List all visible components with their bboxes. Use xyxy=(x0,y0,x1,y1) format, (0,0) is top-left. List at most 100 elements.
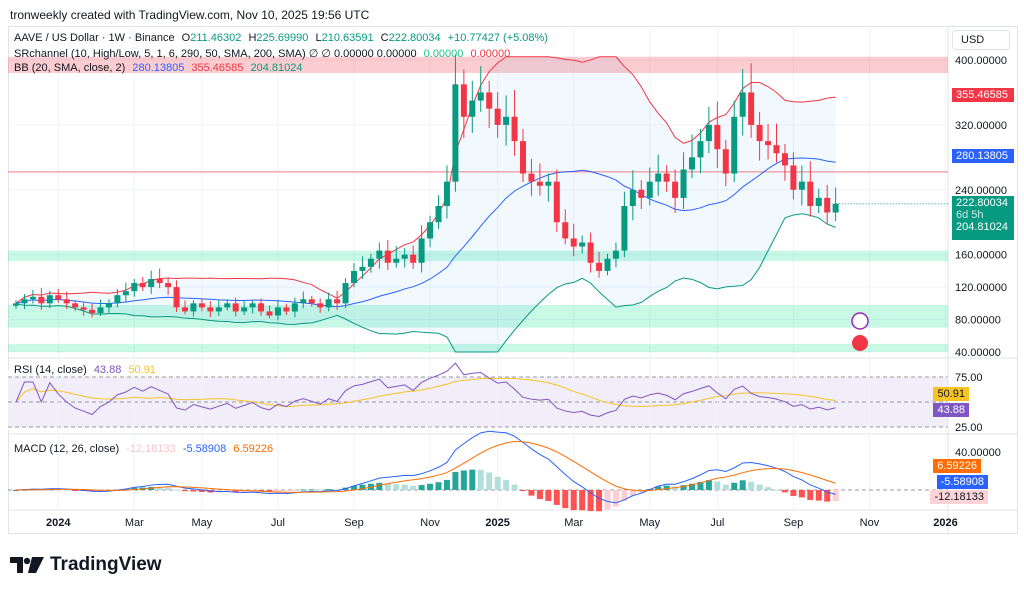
candle-body xyxy=(756,124,763,142)
macd-histogram-bar xyxy=(570,490,577,511)
us-flag-event-icon xyxy=(852,335,868,351)
candle-body xyxy=(97,307,104,314)
candle xyxy=(173,280,180,313)
candle xyxy=(596,251,603,278)
candle xyxy=(815,188,822,214)
candle-body xyxy=(139,283,146,288)
candle-body xyxy=(486,92,493,109)
macd-histogram-bar xyxy=(156,486,163,490)
candle xyxy=(165,277,172,295)
candle-body xyxy=(89,309,96,314)
macd-histogram-bar xyxy=(325,489,332,491)
candle xyxy=(545,173,552,202)
candle xyxy=(469,80,476,133)
candle-body xyxy=(832,203,839,213)
candle-body xyxy=(308,299,315,304)
candle-body xyxy=(131,283,138,292)
candle-body xyxy=(80,307,87,310)
candle-body xyxy=(300,299,307,304)
candle-body xyxy=(401,254,408,259)
macd-histogram-bar xyxy=(604,490,611,510)
candle-body xyxy=(646,181,653,198)
bb-lower-tag: 204.81024 xyxy=(956,221,1008,233)
time-tick-label: 2026 xyxy=(933,517,957,529)
candle xyxy=(418,225,425,273)
candle-body xyxy=(773,145,780,154)
candle xyxy=(80,302,87,316)
time-tick-label: Jul xyxy=(271,517,285,529)
macd-histogram-bar xyxy=(443,479,450,490)
candle-body xyxy=(148,279,155,288)
macd-histogram-bar xyxy=(13,490,19,491)
candle xyxy=(148,270,155,294)
candle-body xyxy=(705,124,712,142)
candle xyxy=(38,288,45,310)
macd-histogram-bar xyxy=(418,485,425,490)
macd-histogram-bar xyxy=(89,490,96,492)
macd-histogram-bar xyxy=(224,490,231,492)
candle xyxy=(215,299,222,316)
close-label: C xyxy=(380,32,389,44)
candle-body xyxy=(815,197,822,206)
macd-histogram-bar xyxy=(714,481,721,490)
time-tick-label: May xyxy=(192,517,213,529)
macd-histogram-bar xyxy=(579,490,586,511)
macd-legend[interactable]: MACD (12, 26, close) -12.18133 -5.58908 … xyxy=(14,443,277,455)
symbol-title: AAVE / US Dollar · 1W · Binance xyxy=(14,32,175,44)
macd-histogram-bar xyxy=(494,476,501,490)
currency-button[interactable]: USD xyxy=(952,30,1010,50)
macd-histogram-bar xyxy=(182,490,188,492)
macd-histogram-bar xyxy=(773,489,780,491)
bb-legend[interactable]: BB (20, SMA, close, 2) 280.13805 355.465… xyxy=(14,62,306,74)
candle xyxy=(258,298,265,316)
price-tick-label: 120.00000 xyxy=(955,282,1007,294)
rsi-value: 43.88 xyxy=(93,364,122,376)
candle-body xyxy=(460,84,467,117)
candle xyxy=(342,277,349,309)
candle xyxy=(435,195,442,229)
candle xyxy=(190,300,197,317)
macd-histogram-bar xyxy=(131,487,138,490)
candle xyxy=(156,268,163,289)
macd-histogram-bar xyxy=(815,490,822,501)
srchannel-legend[interactable]: SRchannel (10, High/Low, 5, 1, 6, 290, 5… xyxy=(14,47,514,60)
tradingview-logo[interactable]: TradingView xyxy=(10,554,162,576)
candle xyxy=(824,184,831,225)
candle xyxy=(131,279,138,297)
price-tick-label: 400.00000 xyxy=(955,55,1007,67)
macd-histogram-bar xyxy=(351,485,357,490)
candle xyxy=(604,253,611,276)
macd-histogram-bar xyxy=(469,469,476,490)
macd-histogram-bar xyxy=(376,482,383,490)
candle-body xyxy=(198,303,205,308)
candle xyxy=(232,297,239,317)
candle-body xyxy=(765,141,772,146)
rsi-tick-label: 75.00 xyxy=(955,372,983,384)
candle-body xyxy=(427,222,434,239)
candle xyxy=(832,187,839,222)
candle-body xyxy=(342,283,349,304)
candle xyxy=(773,123,780,163)
rsi-legend[interactable]: RSI (14, close) 43.88 50.91 xyxy=(14,364,160,376)
candle-body xyxy=(190,303,197,312)
macd-histogram-bar xyxy=(359,484,366,490)
candle-body xyxy=(579,242,586,247)
high-value: 225.69990 xyxy=(256,32,309,44)
candle xyxy=(494,92,501,138)
macd-histogram-bar xyxy=(410,485,417,490)
candle-body xyxy=(283,307,290,312)
candle-body xyxy=(418,238,425,263)
macd-histogram-bar xyxy=(55,489,62,491)
change-value: +10.77427 (+5.08%) xyxy=(447,32,548,44)
candle-body xyxy=(173,287,180,308)
candle xyxy=(731,100,738,182)
candle-body xyxy=(587,242,594,263)
chart-frame[interactable] xyxy=(8,26,1018,534)
macd-histogram-bar xyxy=(393,484,400,490)
candle xyxy=(393,246,400,268)
price-tick-label: 40.00000 xyxy=(955,347,1001,359)
candle xyxy=(46,290,53,309)
rsi-ma-line xyxy=(15,377,836,408)
time-tick-label: Sep xyxy=(344,517,364,529)
